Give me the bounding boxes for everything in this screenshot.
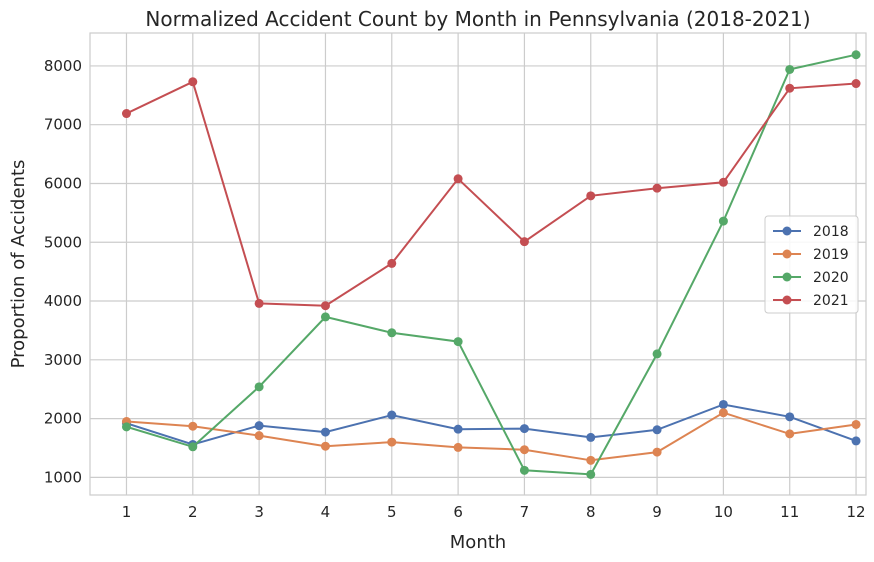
y-tick-label: 8000	[44, 57, 82, 75]
legend-marker	[782, 272, 792, 282]
legend-marker	[782, 249, 792, 259]
series-2020	[121, 50, 861, 479]
y-axis-label: Proportion of Accidents	[8, 160, 29, 369]
data-point	[851, 436, 861, 446]
y-tick-label: 7000	[44, 116, 82, 134]
legend-item: 2018	[773, 224, 849, 240]
data-point	[519, 445, 529, 455]
x-tick-label: 1	[122, 503, 132, 521]
data-point	[519, 237, 529, 247]
legend: 2018 2019 2020 2021	[764, 215, 859, 314]
data-point	[387, 437, 397, 447]
data-point	[453, 337, 463, 347]
data-point	[387, 258, 397, 268]
x-tick-label: 3	[254, 503, 264, 521]
series-2021	[121, 77, 861, 311]
data-point	[586, 455, 596, 465]
data-point	[851, 419, 861, 429]
data-point	[254, 431, 264, 441]
data-point	[586, 432, 596, 442]
legend-item: 2021	[773, 293, 849, 309]
data-point	[718, 177, 728, 187]
series-layer	[121, 50, 861, 479]
x-tick-label: 2	[188, 503, 198, 521]
data-point	[785, 64, 795, 74]
data-point	[320, 427, 330, 437]
data-point	[519, 465, 529, 475]
chart-title: Normalized Accident Count by Month in Pe…	[145, 7, 810, 31]
data-point	[652, 349, 662, 359]
series-line	[126, 403, 857, 446]
x-tick-label: 6	[453, 503, 463, 521]
legend-item: 2019	[773, 247, 849, 263]
data-point	[254, 382, 264, 392]
series-2019	[121, 408, 861, 465]
data-point	[453, 424, 463, 434]
legend-label: 2020	[813, 270, 849, 286]
data-point	[718, 216, 728, 226]
series-line	[126, 411, 857, 462]
data-point	[254, 421, 264, 431]
grid	[90, 33, 866, 495]
data-point	[785, 429, 795, 439]
data-point	[254, 298, 264, 308]
data-point	[652, 447, 662, 457]
data-point	[320, 301, 330, 311]
data-point	[453, 442, 463, 452]
x-axis-label: Month	[450, 532, 506, 553]
x-tick-label: 11	[780, 503, 799, 521]
data-point	[121, 422, 131, 432]
legend-label: 2019	[813, 247, 849, 263]
data-point	[320, 441, 330, 451]
data-point	[188, 77, 198, 87]
data-point	[586, 469, 596, 479]
data-point	[188, 421, 198, 431]
data-point	[519, 424, 529, 434]
legend-marker	[782, 295, 792, 305]
legend-box	[764, 215, 859, 314]
y-tick-label: 3000	[44, 351, 82, 369]
data-point	[188, 442, 198, 452]
data-point	[121, 109, 131, 119]
data-point	[387, 328, 397, 338]
data-point	[718, 399, 728, 409]
series-line	[126, 80, 857, 307]
data-point	[785, 83, 795, 93]
x-tick-label: 10	[714, 503, 733, 521]
legend-marker	[782, 226, 792, 236]
x-tick-label: 4	[321, 503, 331, 521]
x-tick-label: 9	[652, 503, 662, 521]
data-point	[320, 312, 330, 322]
x-tick-label: 12	[847, 503, 866, 521]
y-tick-label: 4000	[44, 292, 82, 310]
data-point	[718, 408, 728, 418]
legend-label: 2018	[813, 224, 849, 240]
data-point	[851, 50, 861, 60]
data-point	[851, 79, 861, 89]
legend-label: 2021	[813, 293, 849, 309]
data-point	[652, 183, 662, 193]
data-point	[652, 425, 662, 435]
plot-area	[89, 32, 867, 496]
x-tick-label: 7	[520, 503, 530, 521]
x-tick-label: 5	[387, 503, 397, 521]
series-line	[126, 53, 857, 476]
data-point	[387, 410, 397, 420]
data-point	[453, 174, 463, 184]
legend-item: 2020	[773, 270, 849, 286]
data-point	[586, 191, 596, 201]
x-tick-label: 8	[586, 503, 596, 521]
y-tick-label: 5000	[44, 233, 82, 251]
y-tick-label: 1000	[44, 468, 82, 486]
y-tick-label: 6000	[44, 174, 82, 192]
data-point	[785, 412, 795, 422]
y-tick-label: 2000	[44, 410, 82, 428]
